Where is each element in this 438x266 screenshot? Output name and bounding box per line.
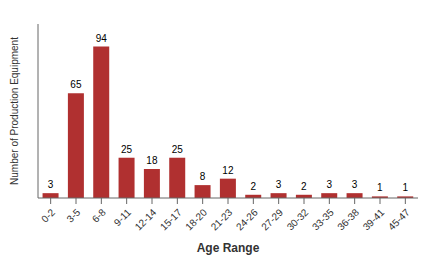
svg-text:27-29: 27-29 — [259, 206, 285, 232]
svg-text:3: 3 — [276, 179, 282, 190]
svg-text:12-14: 12-14 — [133, 206, 159, 232]
svg-text:Age Range: Age Range — [197, 241, 260, 255]
svg-text:0-2: 0-2 — [39, 206, 57, 224]
svg-text:Number of Production Equipment: Number of Production Equipment — [9, 37, 20, 185]
svg-text:94: 94 — [96, 33, 108, 44]
svg-text:9-11: 9-11 — [112, 206, 134, 228]
svg-text:25: 25 — [121, 144, 133, 155]
svg-text:3: 3 — [352, 179, 358, 190]
svg-text:21-23: 21-23 — [209, 206, 235, 232]
svg-text:30-32: 30-32 — [285, 206, 311, 232]
svg-text:12: 12 — [222, 165, 234, 176]
svg-text:3: 3 — [48, 179, 54, 190]
svg-text:3: 3 — [326, 179, 332, 190]
svg-text:1: 1 — [402, 182, 408, 193]
svg-text:24-26: 24-26 — [234, 206, 260, 232]
svg-text:2: 2 — [250, 181, 256, 192]
svg-text:3-5: 3-5 — [64, 206, 82, 224]
svg-text:65: 65 — [70, 79, 82, 90]
svg-text:8: 8 — [200, 171, 206, 182]
svg-text:45-47: 45-47 — [386, 206, 412, 232]
svg-text:15-17: 15-17 — [158, 206, 184, 232]
svg-text:1: 1 — [377, 182, 383, 193]
svg-text:18: 18 — [146, 155, 158, 166]
svg-text:36-38: 36-38 — [335, 206, 361, 232]
svg-text:25: 25 — [172, 144, 184, 155]
svg-text:18-20: 18-20 — [183, 206, 209, 232]
svg-text:39-41: 39-41 — [361, 206, 387, 232]
svg-text:33-35: 33-35 — [310, 206, 336, 232]
svg-text:2: 2 — [301, 181, 307, 192]
svg-text:6-8: 6-8 — [90, 206, 108, 224]
